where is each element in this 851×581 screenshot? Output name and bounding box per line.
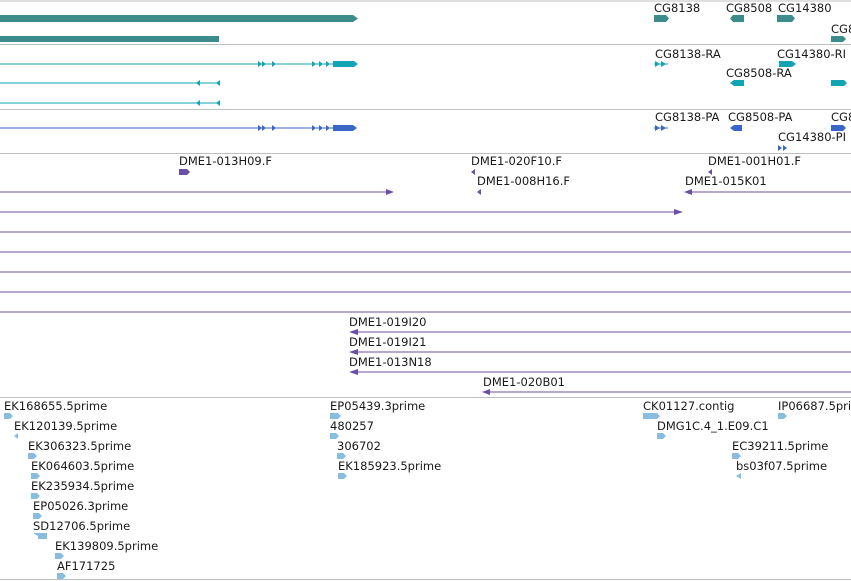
est-label: EK064603.5prime xyxy=(31,459,134,473)
est-label: EK185923.5prime xyxy=(338,459,441,473)
est-feature[interactable]: CK01127.contig xyxy=(643,399,734,419)
est-label: EK306323.5prime xyxy=(28,439,131,453)
est-label: AF171725 xyxy=(57,559,115,573)
transcript-label: CG14380-RI xyxy=(777,47,846,61)
est-label: 480257 xyxy=(330,419,374,433)
protein-feature[interactable]: CG8508-PA xyxy=(728,110,793,131)
transcript-feature[interactable]: CG14380-RI xyxy=(777,47,846,67)
est-label: EC39211.5prime xyxy=(732,439,828,453)
protein-label: CG8138-PA xyxy=(655,110,720,124)
transcript-feature[interactable] xyxy=(0,61,358,67)
protein-track: CG8138-PA CG8508-PA CG8 CG14380-PI xyxy=(0,110,851,151)
clone-feature[interactable]: DME1-019I21 xyxy=(349,335,851,355)
gene-feature[interactable]: CG14380 xyxy=(777,1,832,22)
transcript-feature[interactable]: CG8138-RA xyxy=(654,47,721,67)
gene-feature[interactable]: CG8508 xyxy=(726,1,772,22)
est-feature[interactable]: EK235934.5prime xyxy=(31,479,134,499)
gene-label: CG8 xyxy=(831,22,851,36)
est-label: DMG1C.4_1.E09.C1 xyxy=(657,419,769,433)
clone-label: DME1-013H09.F xyxy=(179,154,272,168)
est-label: EK235934.5prime xyxy=(31,479,134,493)
clone-label: DME1-015K01 xyxy=(685,174,767,188)
est-feature[interactable]: EK168655.5prime xyxy=(4,399,107,419)
gene-label: CG8508 xyxy=(726,1,772,15)
est-track: EK168655.5prime EK120139.5prime EK306323… xyxy=(4,399,851,579)
gene-feature[interactable]: CG8138 xyxy=(654,1,700,22)
clone-label: DME1-013N18 xyxy=(349,355,432,369)
est-feature[interactable]: EK064603.5prime xyxy=(31,459,134,479)
est-label: EK168655.5prime xyxy=(4,399,107,413)
gene-feature[interactable] xyxy=(0,36,219,42)
est-feature[interactable]: EP05026.3prime xyxy=(33,499,128,519)
est-feature[interactable]: SD12706.5prime xyxy=(33,519,130,539)
clone-feature[interactable]: DME1-019I20 xyxy=(349,315,851,335)
est-label: EK139809.5prime xyxy=(55,539,158,553)
est-feature[interactable]: bs03f07.5prime xyxy=(736,459,827,479)
est-label: 306702 xyxy=(337,439,381,453)
est-feature[interactable]: EK139809.5prime xyxy=(55,539,158,559)
gene-track: CG8138 CG8508 CG14380 CG8 xyxy=(0,1,851,42)
clone-feature[interactable]: DME1-020B01 xyxy=(482,375,851,395)
transcript-label: CG8508-RA xyxy=(726,66,792,80)
clone-feature[interactable]: DME1-015K01 xyxy=(0,174,851,195)
est-feature[interactable]: 480257 xyxy=(330,419,374,439)
gene-label: CG8138 xyxy=(654,1,700,15)
clone-label: DME1-001H01.F xyxy=(708,154,801,168)
clone-feature[interactable]: DME1-008H16.F xyxy=(477,174,570,195)
est-feature[interactable]: IP06687.5prime xyxy=(778,399,851,419)
clone-feature[interactable]: DME1-013N18 xyxy=(349,355,851,375)
protein-feature[interactable]: CG8138-PA xyxy=(654,110,720,131)
est-label: SD12706.5prime xyxy=(33,519,130,533)
clone-feature[interactable] xyxy=(0,209,683,215)
transcript-feature[interactable] xyxy=(831,80,847,86)
est-feature[interactable]: EK306323.5prime xyxy=(28,439,131,459)
clone-label: DME1-019I21 xyxy=(349,335,427,349)
est-feature[interactable]: 306702 xyxy=(337,439,381,459)
est-label: EK120139.5prime xyxy=(14,419,117,433)
est-feature[interactable]: EP05439.3prime xyxy=(330,399,425,419)
est-feature[interactable]: EK185923.5prime xyxy=(338,459,441,479)
protein-label: CG8508-PA xyxy=(728,110,793,124)
transcript-feature[interactable]: CG8508-RA xyxy=(726,66,792,86)
est-label: bs03f07.5prime xyxy=(736,459,827,473)
est-feature[interactable]: EC39211.5prime xyxy=(732,439,828,459)
protein-feature[interactable]: CG8 xyxy=(831,110,851,131)
clone-feature[interactable]: DME1-020F10.F xyxy=(471,154,562,175)
est-label: IP06687.5prime xyxy=(778,399,851,413)
transcript-label: CG8138-RA xyxy=(655,47,721,61)
protein-feature[interactable]: CG14380-PI xyxy=(778,130,846,151)
gene-feature[interactable] xyxy=(0,15,358,22)
clone-label: DME1-019I20 xyxy=(349,315,427,329)
protein-label: CG8 xyxy=(831,110,851,124)
protein-label: CG14380-PI xyxy=(778,130,846,144)
clone-label: DME1-008H16.F xyxy=(477,174,570,188)
est-label: EP05439.3prime xyxy=(330,399,425,413)
transcript-feature[interactable] xyxy=(0,100,220,106)
gene-label: CG14380 xyxy=(778,1,832,15)
est-label: EP05026.3prime xyxy=(33,499,128,513)
clone-label: DME1-020B01 xyxy=(483,375,565,389)
clone-label: DME1-020F10.F xyxy=(471,154,562,168)
est-label: CK01127.contig xyxy=(643,399,734,413)
clone-feature[interactable]: DME1-013H09.F xyxy=(179,154,272,175)
clone-feature[interactable]: DME1-001H01.F xyxy=(708,154,801,175)
protein-feature[interactable] xyxy=(0,125,357,131)
clone-track: DME1-013H09.F DME1-020F10.F DME1-001H01.… xyxy=(0,154,851,395)
est-feature[interactable]: EK120139.5prime xyxy=(14,419,117,439)
mrna-track: CG8138-RA CG14380-RI CG8508-RA xyxy=(0,47,847,106)
est-feature[interactable]: DMG1C.4_1.E09.C1 xyxy=(657,419,769,439)
transcript-feature[interactable] xyxy=(0,80,220,86)
est-feature[interactable]: AF171725 xyxy=(57,559,115,579)
gene-feature[interactable]: CG8 xyxy=(831,22,851,42)
